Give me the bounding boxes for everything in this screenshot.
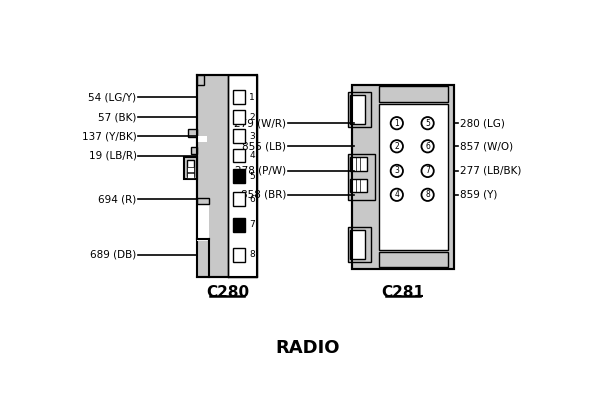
Text: 54 (LG/Y): 54 (LG/Y) (88, 92, 137, 102)
Text: 857 (W/O): 857 (W/O) (460, 141, 513, 151)
Bar (349, 154, 375, 200)
Bar (197, 75, 205, 85)
Bar (197, 75, 257, 277)
Bar (233, 218, 245, 232)
Text: C281: C281 (382, 285, 424, 300)
Bar (197, 136, 206, 143)
Text: 7: 7 (425, 166, 430, 176)
Text: 3: 3 (394, 166, 399, 176)
Bar (350, 95, 365, 124)
Bar (184, 157, 197, 178)
Text: 277 (LB/BK): 277 (LB/BK) (460, 166, 521, 176)
Text: 57 (BK): 57 (BK) (98, 112, 137, 122)
Bar (233, 193, 245, 206)
Bar (350, 157, 367, 171)
Bar (233, 169, 245, 183)
Bar (233, 248, 245, 262)
Bar (187, 173, 194, 178)
Bar (352, 85, 454, 269)
Bar (187, 167, 194, 172)
Bar (379, 252, 448, 267)
Text: 8: 8 (250, 250, 255, 259)
Bar (188, 129, 197, 137)
Bar (233, 90, 245, 104)
Text: 5: 5 (425, 119, 430, 128)
Text: 6: 6 (250, 195, 255, 204)
Bar (187, 160, 194, 176)
Text: 278 (P/W): 278 (P/W) (235, 166, 286, 176)
Bar (350, 230, 365, 259)
Text: 6: 6 (425, 142, 430, 151)
Text: 279 (W/R): 279 (W/R) (234, 118, 286, 128)
Text: 8: 8 (425, 190, 430, 199)
Text: 3: 3 (250, 132, 255, 141)
Text: 4: 4 (250, 151, 255, 160)
Bar (228, 75, 257, 277)
Text: 1: 1 (250, 93, 255, 101)
Text: 2: 2 (394, 142, 399, 151)
Text: 694 (R): 694 (R) (98, 194, 137, 204)
Text: 19 (LB/R): 19 (LB/R) (89, 151, 137, 161)
Bar (352, 85, 454, 269)
Text: 855 (LB): 855 (LB) (242, 141, 286, 151)
Text: 280 (LG): 280 (LG) (460, 118, 505, 128)
Bar (379, 86, 448, 102)
Bar (233, 129, 245, 143)
Text: 137 (Y/BK): 137 (Y/BK) (82, 131, 137, 141)
Bar (197, 198, 209, 204)
Bar (191, 147, 197, 154)
Bar (379, 104, 448, 250)
Text: RADIO: RADIO (275, 339, 340, 357)
Text: 7: 7 (250, 220, 255, 229)
Text: 4: 4 (394, 190, 399, 199)
Bar (349, 93, 371, 127)
Text: C280: C280 (206, 285, 249, 300)
Text: 689 (DB): 689 (DB) (91, 250, 137, 260)
Text: 5: 5 (250, 172, 255, 181)
Bar (349, 227, 371, 262)
Text: 858 (BR): 858 (BR) (241, 190, 286, 200)
Text: 859 (Y): 859 (Y) (460, 190, 497, 200)
Bar (350, 178, 367, 193)
Bar (233, 110, 245, 124)
Bar (197, 200, 209, 241)
Bar (233, 148, 245, 163)
Text: 1: 1 (394, 119, 399, 128)
Text: 2: 2 (250, 113, 255, 121)
